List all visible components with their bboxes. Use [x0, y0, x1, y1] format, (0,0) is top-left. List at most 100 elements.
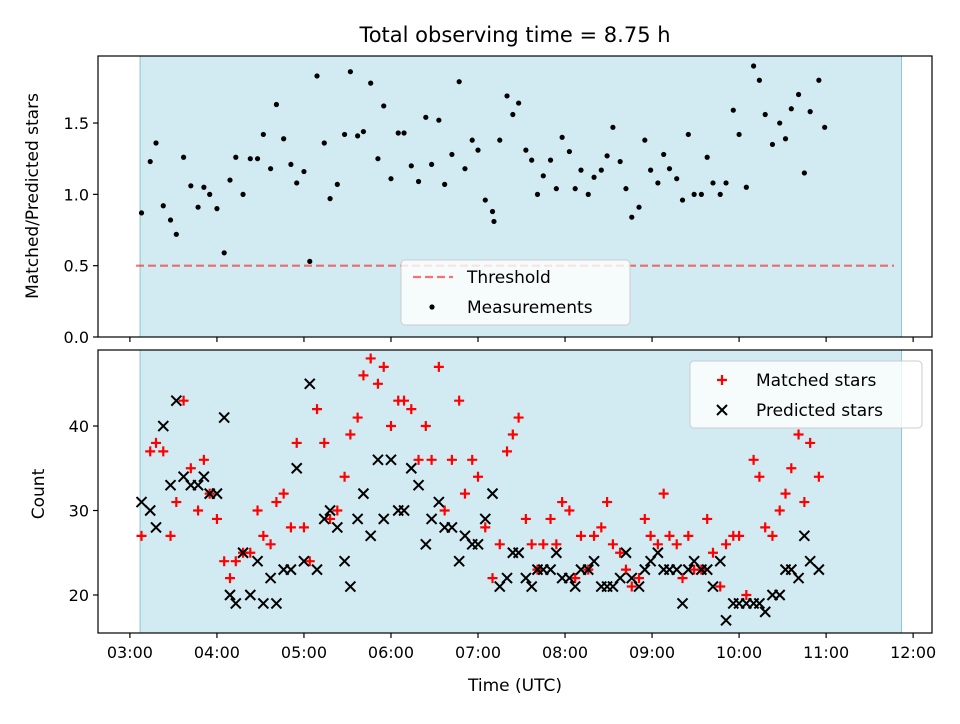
- measurement-point: [462, 166, 468, 172]
- matched-star-marker: [786, 463, 797, 474]
- matched-star-marker: [480, 522, 491, 533]
- predicted-star-marker: [676, 597, 689, 610]
- measurement-point: [195, 204, 201, 210]
- matched-star-marker: [602, 497, 613, 508]
- matched-star-marker: [433, 361, 444, 372]
- legend-measurement-swatch: [429, 304, 435, 310]
- predicted-star-marker: [479, 513, 491, 525]
- predicted-star-marker: [211, 487, 223, 500]
- measurement-point: [769, 141, 776, 148]
- predicted-star-marker: [446, 521, 458, 534]
- legend-box: [689, 360, 923, 429]
- measurement-point: [648, 167, 654, 173]
- x-tick-label: 10:00: [716, 643, 762, 662]
- matched-star-marker: [278, 488, 289, 499]
- matched-star-marker: [760, 522, 771, 533]
- matched-star-marker: [473, 471, 484, 482]
- predicted-star-marker: [218, 411, 230, 424]
- matched-star-marker: [702, 513, 713, 524]
- predicted-star-marker: [804, 555, 816, 567]
- measurement-point: [777, 120, 783, 126]
- measurement-point: [822, 124, 828, 130]
- measurement-point: [375, 156, 381, 162]
- predicted-star-marker: [291, 462, 303, 474]
- measurement-point: [240, 191, 246, 197]
- measurement-point: [529, 157, 535, 163]
- measurement-point: [482, 197, 488, 203]
- matched-star-marker: [487, 573, 498, 584]
- measurement-point: [553, 186, 559, 192]
- predicted-star-marker: [639, 563, 651, 576]
- measurement-point: [566, 148, 572, 155]
- matched-star-marker: [626, 581, 637, 592]
- measurement-point: [540, 173, 546, 179]
- measurement-point: [730, 107, 736, 113]
- measurement-point: [698, 191, 704, 197]
- measurement-point: [381, 103, 387, 109]
- predicted-star-marker: [244, 589, 257, 601]
- matched-star-marker: [721, 539, 732, 550]
- matched-star-marker: [406, 404, 417, 415]
- measurement-point: [314, 73, 320, 79]
- measurement-point: [723, 180, 729, 186]
- predicted-star-marker: [813, 563, 825, 576]
- matched-star-marker: [285, 522, 296, 533]
- chart-title: Total observing time = 8.75 h: [358, 23, 670, 47]
- matched-star-marker: [372, 378, 383, 389]
- predicted-star-marker: [364, 530, 377, 542]
- legend-ratio: Threshold Measurements: [400, 259, 631, 326]
- legend-predicted-label: Predicted stars: [756, 401, 883, 421]
- predicted-star-marker: [425, 513, 438, 525]
- predicted-star-marker: [550, 547, 563, 559]
- matched-star-marker: [551, 539, 562, 550]
- predicted-star-marker: [512, 547, 525, 559]
- measurement-point: [415, 178, 422, 185]
- x-tick-label: 08:00: [542, 643, 588, 662]
- measurement-point: [504, 93, 510, 99]
- measurement-point: [273, 101, 280, 108]
- measurement-point: [642, 137, 648, 143]
- predicted-star-marker: [224, 589, 236, 601]
- measurement-point: [469, 137, 475, 143]
- predicted-star-marker: [270, 597, 283, 610]
- x-tick-label: 12:00: [890, 643, 936, 662]
- measurement-point: [180, 154, 187, 160]
- predicted-star-marker: [164, 479, 177, 491]
- matched-star-marker: [774, 505, 785, 516]
- measurement-point: [591, 174, 597, 180]
- predicted-star-marker: [230, 597, 242, 610]
- matched-star-marker: [446, 454, 457, 465]
- predicted-star-marker: [620, 547, 632, 559]
- measurement-point: [782, 136, 789, 142]
- matched-star-marker: [358, 370, 369, 381]
- measurement-point: [610, 124, 616, 130]
- matched-star-marker: [378, 361, 389, 372]
- measurement-point: [201, 184, 207, 190]
- matched-star-marker: [780, 488, 791, 499]
- matched-star-marker: [545, 513, 556, 524]
- measurement-point: [674, 176, 680, 182]
- measurement-point: [147, 158, 153, 165]
- matched-star-marker: [252, 505, 263, 516]
- predicted-star-marker: [170, 394, 183, 407]
- matched-star-marker: [513, 412, 524, 423]
- predicted-star-marker: [792, 572, 805, 584]
- measurement-point: [710, 180, 716, 186]
- ratio-panel: 0.0 0.5 1.0 1.5 Threshold Measurements: [64, 55, 933, 347]
- measurement-point: [341, 131, 348, 138]
- matched-star-marker: [507, 429, 518, 440]
- matched-star-marker: [224, 573, 235, 584]
- matched-star-marker: [639, 513, 650, 524]
- predicted-star-marker: [338, 555, 351, 567]
- matched-star-marker: [291, 437, 302, 448]
- measurement-point: [442, 181, 448, 187]
- measurement-point: [207, 191, 213, 197]
- measurement-point: [321, 140, 327, 146]
- y-tick-label: 40: [69, 417, 89, 436]
- predicted-star-marker: [671, 563, 683, 576]
- matched-star-marker: [230, 556, 241, 567]
- measurement-point: [221, 250, 227, 256]
- measurement-point: [807, 109, 813, 115]
- matched-star-marker: [245, 547, 256, 558]
- predicted-star-marker: [351, 513, 364, 525]
